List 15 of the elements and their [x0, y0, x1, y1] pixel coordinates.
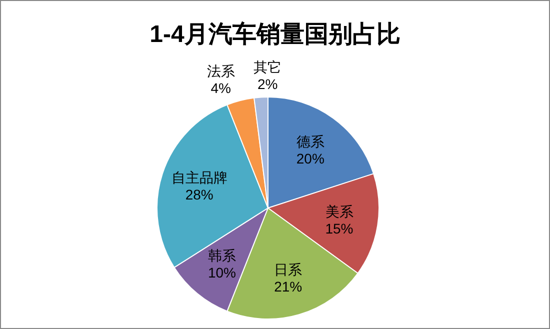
data-label: 20% — [296, 150, 324, 167]
slice-label: 德系 — [296, 134, 324, 150]
data-label: 4% — [210, 80, 231, 96]
slice-label: 韩系 — [208, 248, 236, 264]
data-label: 10% — [208, 264, 236, 281]
slice-label: 日系 — [274, 261, 302, 278]
data-label: 2% — [258, 76, 278, 92]
data-label: 21% — [274, 278, 302, 294]
slice-label: 其它 — [254, 59, 282, 76]
chart-title: 1-4月汽车销量国别占比 — [150, 21, 400, 48]
slice-label: 美系 — [325, 203, 354, 220]
data-label: 28% — [185, 186, 214, 203]
slice-label: 法系 — [206, 62, 235, 79]
slice-label: 自主品牌 — [171, 170, 228, 186]
data-label: 15% — [325, 220, 354, 236]
